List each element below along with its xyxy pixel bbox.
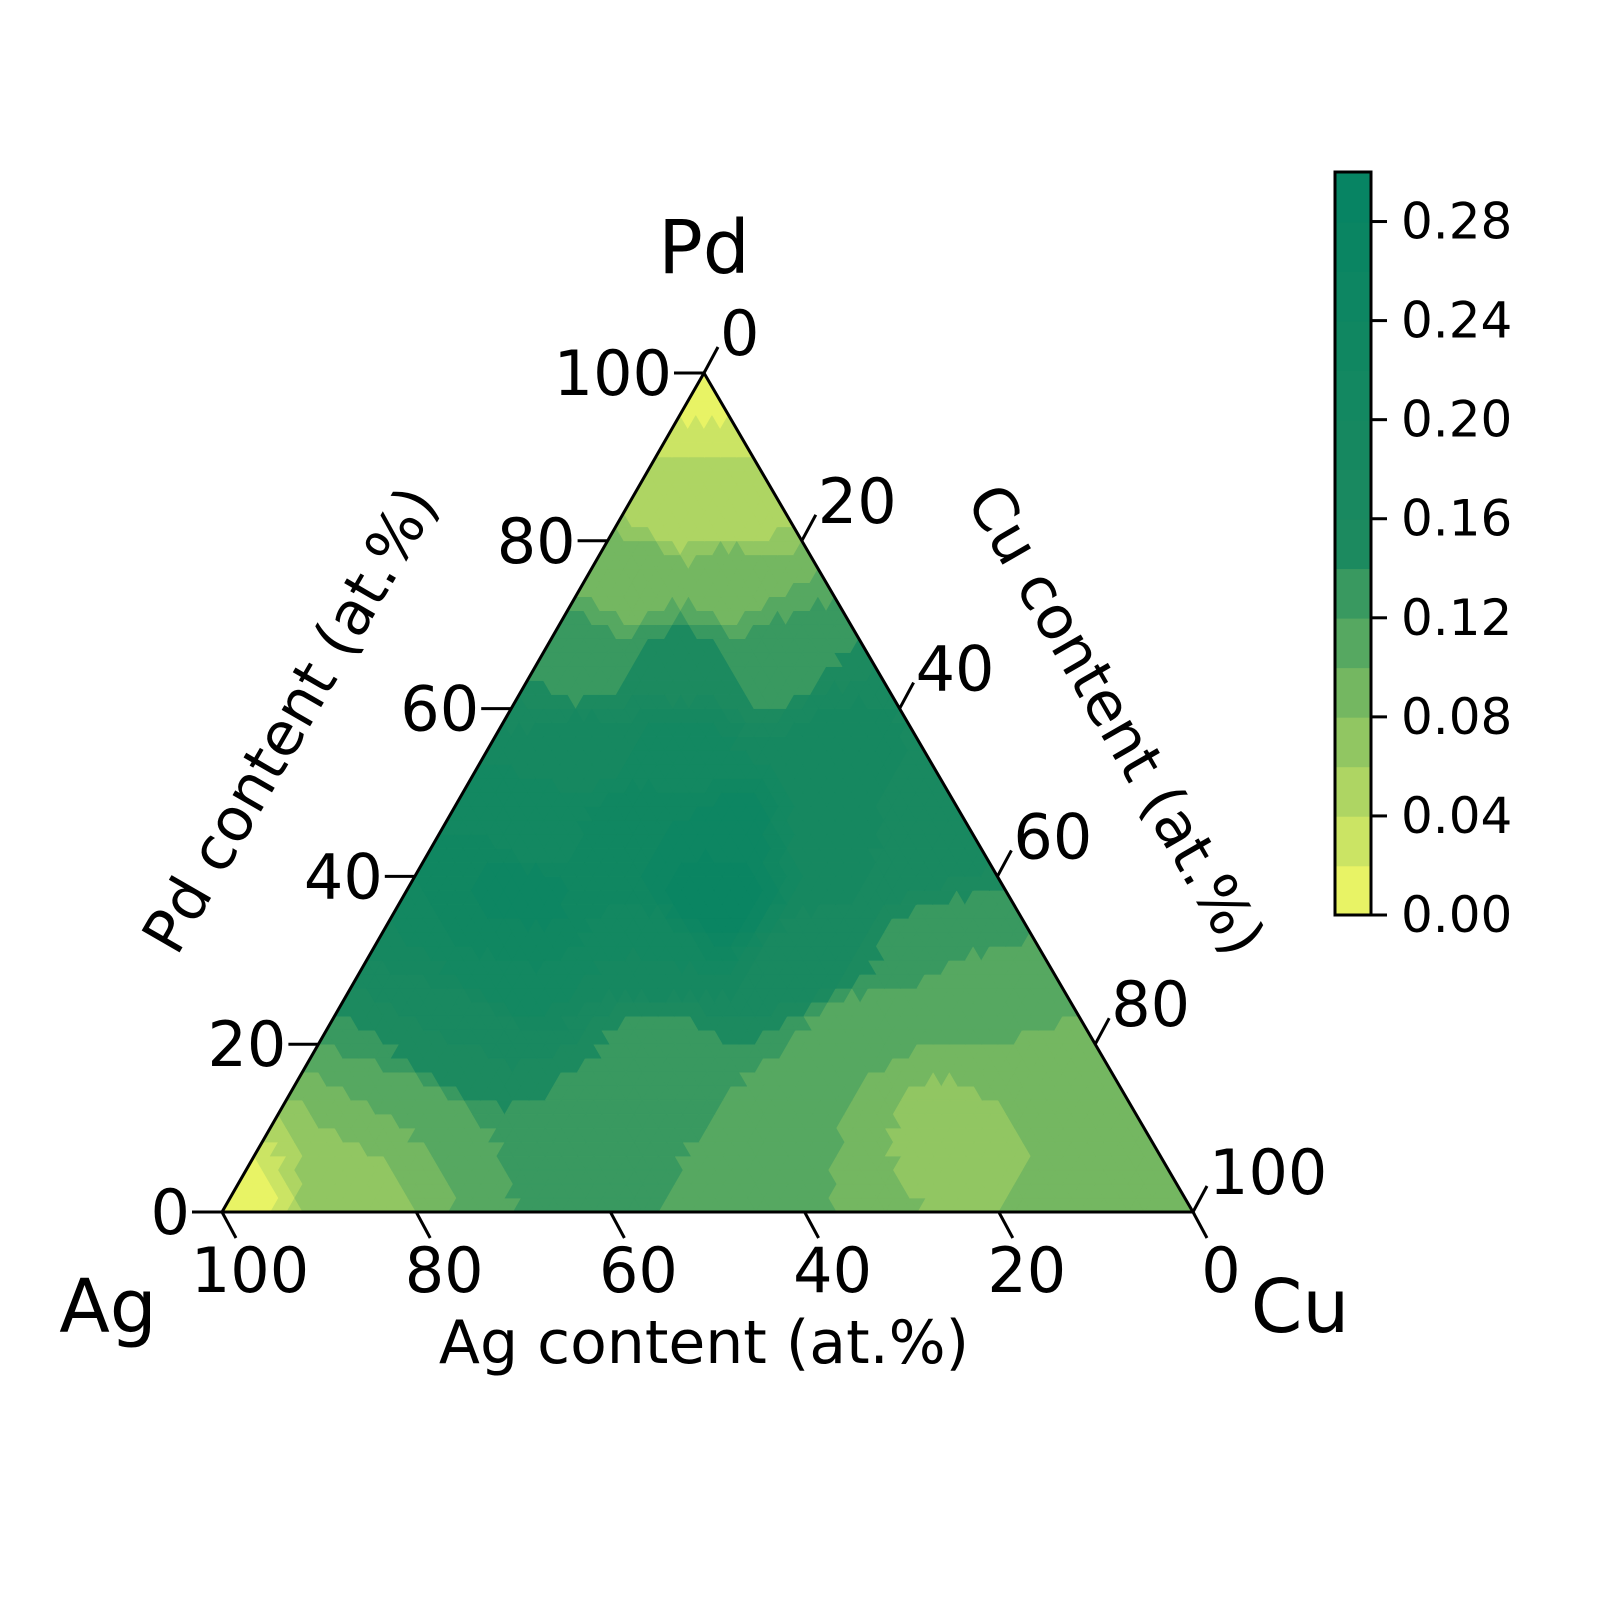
colorbar-segment [1335, 568, 1371, 619]
colorbar-segment [1335, 320, 1371, 371]
triangle-border [219, 370, 1196, 1214]
bottom-tick-label: 100 [191, 1234, 309, 1307]
colorbar-segment [1335, 172, 1371, 223]
right-tick-label: 40 [916, 633, 995, 706]
colorbar-segment [1335, 271, 1371, 322]
bottom-tick-label: 60 [599, 1234, 678, 1307]
corner-label-top: Pd [658, 205, 750, 291]
colorbar-tick-label: 0.28 [1401, 193, 1512, 251]
bottom-axis-tick [609, 1211, 626, 1239]
bottom-tick-label: 0 [1201, 1234, 1240, 1307]
left-tick-label: 40 [304, 840, 383, 913]
right-tick-label: 60 [1013, 800, 1092, 873]
right-tick-label: 20 [818, 465, 897, 538]
contour-field [221, 372, 1194, 1213]
colorbar-segment [1335, 419, 1371, 470]
colorbar: 0.00 0.04 0.08 0.12 0.16 0.20 0.24 0.28 [1333, 170, 1512, 944]
right-tick-label: 0 [720, 297, 759, 370]
bottom-axis-tick [1191, 1211, 1209, 1239]
colorbar-segment [1335, 617, 1371, 669]
bottom-axis-tick [803, 1211, 820, 1239]
colorbar-segment [1335, 221, 1371, 272]
bottom-tick-label: 40 [793, 1234, 872, 1307]
colorbar-tick-label: 0.24 [1401, 292, 1512, 350]
colorbar-segment [1335, 766, 1371, 817]
colorbar-tick-label: 0.12 [1401, 589, 1512, 647]
bottom-axis-tick [220, 1211, 238, 1239]
left-tick-label: 60 [400, 673, 479, 746]
corner-label-right: Cu [1251, 1264, 1350, 1350]
bottom-axis-tick [414, 1211, 432, 1239]
right-tick-label: 80 [1111, 968, 1190, 1041]
colorbar-tick-label: 0.08 [1401, 688, 1512, 746]
bottom-tick-label: 20 [987, 1234, 1066, 1307]
colorbar-segment [1335, 865, 1371, 916]
right-axis-tick [1093, 1017, 1111, 1045]
colorbar-segment [1335, 815, 1371, 867]
colorbar-segment [1335, 518, 1371, 570]
colorbar-tick-label: 0.00 [1401, 886, 1512, 944]
bottom-tick-label: 80 [405, 1234, 484, 1307]
colorbar-segment [1335, 370, 1371, 421]
colorbar-frame [1333, 170, 1373, 917]
left-tick-label: 0 [151, 1176, 190, 1249]
corner-label-left: Ag [59, 1264, 157, 1350]
colorbar-segment [1335, 469, 1371, 520]
colorbar-segment [1335, 667, 1371, 718]
right-axis-tick [1191, 1185, 1209, 1213]
left-tick-label: 80 [497, 505, 576, 578]
colorbar-tick-label: 0.16 [1401, 490, 1512, 548]
colorbar-tick-label: 0.04 [1401, 787, 1512, 845]
bottom-axis-title: Ag content (at.%) [439, 1308, 969, 1378]
right-axis-tick [898, 681, 915, 710]
right-tick-label: 100 [1209, 1136, 1327, 1209]
colorbar-tick-label: 0.20 [1401, 391, 1512, 449]
colorbar-segment [1335, 716, 1371, 768]
left-tick-label: 20 [207, 1008, 286, 1081]
right-axis-tick [702, 346, 720, 374]
right-axis-tick [800, 514, 818, 542]
bottom-axis-tick [997, 1211, 1015, 1239]
left-tick-label: 100 [554, 337, 672, 410]
right-axis-tick [996, 849, 1013, 878]
